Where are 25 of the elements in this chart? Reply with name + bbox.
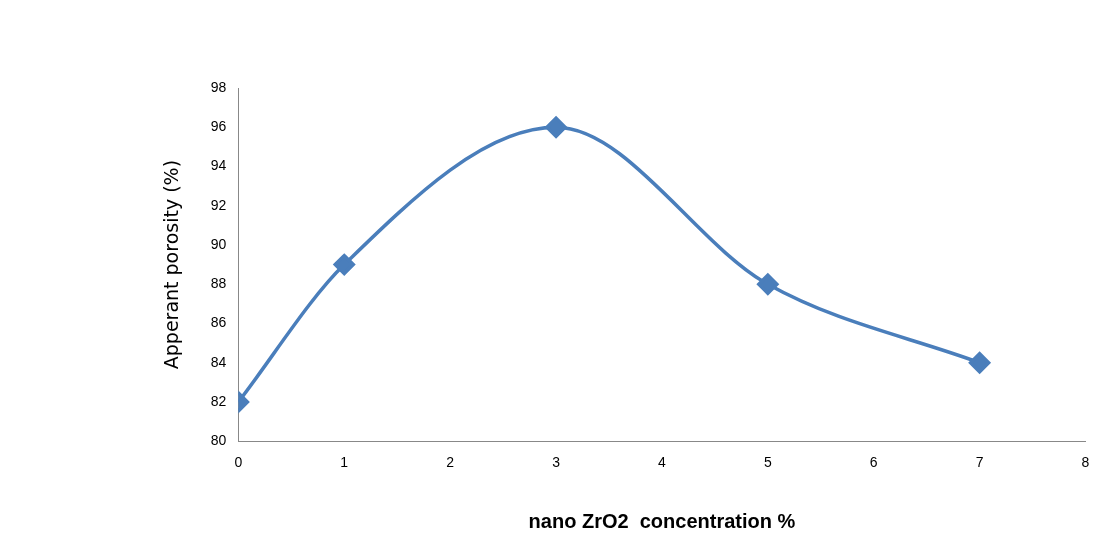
y-tick-label: 86 [210,314,227,331]
y-axis-title: Apperant porosity (%) [160,159,183,370]
x-tick-label: 6 [869,454,878,471]
x-axis-title: nano ZrO2 concentration % [528,509,796,532]
x-tick-label: 2 [446,454,455,471]
y-tick-label: 80 [210,432,227,449]
y-tick-label: 96 [210,118,227,135]
y-tick-label: 92 [210,196,227,213]
x-tick-label: 4 [658,454,667,471]
y-tick-label: 88 [210,275,227,292]
x-tick-label: 0 [234,454,243,471]
point [968,351,991,374]
x-tick-label: 5 [763,454,772,471]
x-tick-label: 7 [975,454,984,471]
y-tick-label: 94 [210,157,227,174]
y-tick-label: 90 [210,235,227,252]
y-tick-label: 82 [210,392,227,409]
point [333,253,356,276]
y-tick-label: 84 [210,353,227,370]
y-tick-label: 98 [210,78,227,95]
x-tick-label: 8 [1081,454,1090,471]
point [545,116,567,138]
point [757,273,779,295]
x-tick-label: 1 [340,454,349,471]
x-tick-label: 3 [552,454,561,471]
